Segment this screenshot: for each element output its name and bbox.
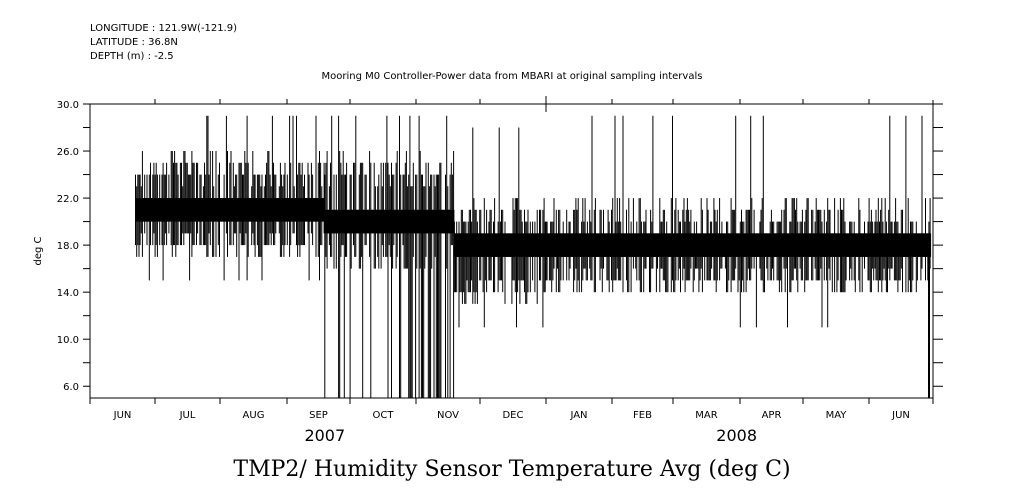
- y-tick-label: 18.0: [57, 241, 79, 252]
- y-tick-label: 26.0: [57, 147, 79, 158]
- latitude-label: LATITUDE : 36.8N: [90, 37, 178, 48]
- data-band: [454, 233, 546, 257]
- x-month-label: AUG: [243, 410, 265, 421]
- data-band: [135, 198, 325, 222]
- x-month-label: OCT: [373, 410, 395, 421]
- x-month-label: APR: [762, 410, 782, 421]
- longitude-label: LONGITUDE : 121.9W(-121.9): [90, 23, 237, 34]
- y-tick-label: 10.0: [57, 335, 79, 346]
- x-month-label: NOV: [437, 410, 459, 421]
- data-band: [324, 209, 455, 234]
- y-tick-label: 6.0: [63, 382, 79, 393]
- x-year-label: 2008: [716, 426, 757, 445]
- x-month-label: MAR: [695, 410, 717, 421]
- x-year-label: 2007: [304, 426, 345, 445]
- x-month-label: MAY: [826, 410, 848, 421]
- y-tick-label: 14.0: [57, 288, 79, 299]
- x-axis-title: TMP2/ Humidity Sensor Temperature Avg (d…: [233, 457, 790, 482]
- x-month-label: DEC: [502, 410, 523, 421]
- x-month-label: JUL: [179, 410, 196, 421]
- y-tick-label: 22.0: [57, 194, 79, 205]
- x-month-label: JUN: [891, 410, 910, 421]
- x-month-label: SEP: [309, 410, 328, 421]
- data-band: [546, 233, 932, 257]
- y-tick-label: 30.0: [57, 100, 79, 111]
- x-month-label: JUN: [113, 410, 132, 421]
- data-layer: [135, 115, 932, 398]
- x-month-label: JAN: [569, 410, 587, 421]
- y-axis-label: deg C: [33, 236, 44, 265]
- x-month-label: FEB: [633, 410, 652, 421]
- axes-layer: 30.0 26.0 22.0 18.0 14.0 10.0 6.0 JUN JUL AUG SEP O…: [57, 96, 943, 445]
- chart-title: Mooring M0 Controller-Power data from MB…: [322, 71, 703, 82]
- depth-label: DEPTH (m) : -2.5: [90, 51, 174, 62]
